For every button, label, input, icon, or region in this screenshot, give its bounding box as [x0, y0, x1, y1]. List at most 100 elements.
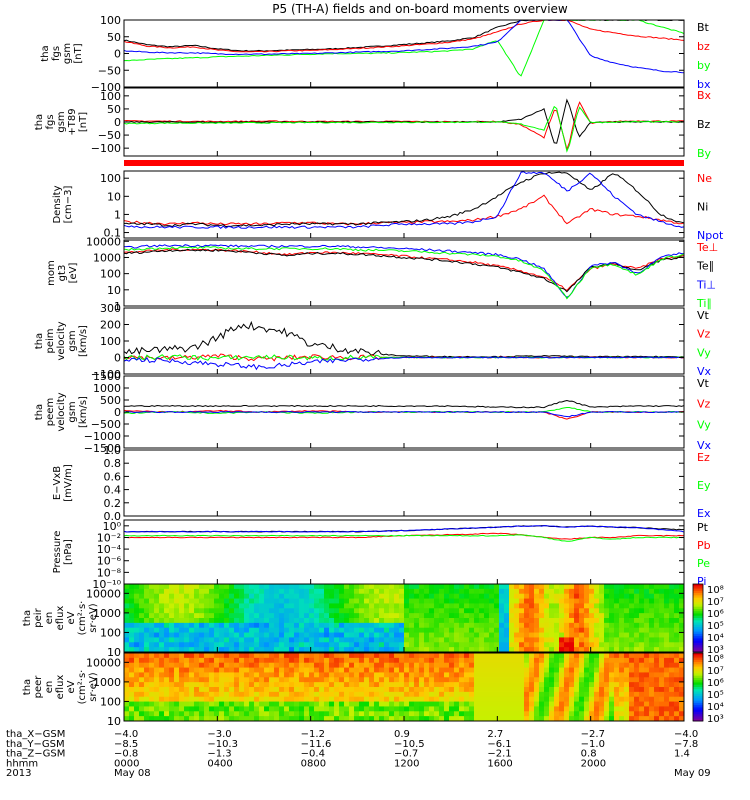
heat-cell [569, 608, 575, 614]
heat-cell [574, 696, 580, 703]
heat-cell [509, 618, 515, 624]
heat-cell [474, 608, 480, 614]
heat-cell [534, 627, 540, 634]
heat-cell [194, 584, 200, 590]
heat-cell [379, 584, 385, 590]
heat-cell [219, 593, 225, 600]
heat-cell [414, 706, 420, 712]
legend-Vt: Vt [697, 377, 710, 390]
heat-cell [629, 613, 635, 619]
heat-cell [474, 677, 480, 683]
heat-cell [214, 662, 220, 669]
heat-cell [264, 696, 270, 703]
heat-cell [274, 584, 280, 590]
heat-cell [164, 701, 170, 708]
heat-cell [269, 603, 275, 609]
heat-cell [219, 608, 225, 614]
heat-cell [239, 687, 245, 693]
heat-cell [479, 657, 485, 664]
heat-cell [379, 677, 385, 683]
heat-cell [524, 637, 530, 643]
heat-cell [334, 647, 340, 652]
heat-cell [604, 603, 610, 609]
heat-cell [284, 627, 290, 634]
heat-cell [674, 687, 680, 693]
heat-cell [414, 593, 420, 600]
heat-cell [294, 657, 300, 664]
heat-cell [184, 618, 190, 624]
heat-cell [134, 637, 140, 643]
heat-cell [229, 588, 235, 595]
heat-cell [319, 642, 325, 648]
heat-cell [384, 701, 390, 708]
heat-cell [269, 642, 275, 648]
heat-cell [579, 701, 585, 708]
heat-cell [489, 662, 495, 669]
heat-cell [614, 677, 620, 683]
x-axis-row-label: hhmm [6, 758, 38, 769]
heat-cell [219, 716, 225, 721]
heat-cell [409, 618, 415, 624]
heat-cell [174, 627, 180, 634]
heat-cell [304, 588, 310, 595]
heat-cell [214, 584, 220, 590]
heat-cell [429, 672, 435, 678]
series-line-Bt [124, 20, 684, 52]
heat-cell [669, 653, 675, 659]
heat-cell [444, 687, 450, 693]
heat-cell [159, 667, 165, 674]
heat-cell [404, 687, 410, 693]
heat-cell [349, 682, 355, 688]
heat-cell [649, 642, 655, 648]
heat-cell [564, 647, 570, 652]
heat-cell [184, 632, 190, 639]
heat-cell [474, 716, 480, 721]
heat-cell [344, 593, 350, 600]
heat-cell [274, 657, 280, 664]
heat-cell [614, 637, 620, 643]
heat-cell [134, 653, 140, 659]
heat-cell [479, 632, 485, 639]
heat-cell [504, 627, 510, 634]
heat-cell [189, 622, 195, 629]
heat-cell [444, 701, 450, 708]
heat-cell [649, 627, 655, 634]
heat-cell [314, 588, 320, 595]
y-tick-label: 0 [114, 406, 121, 419]
heat-cell [529, 677, 535, 683]
heat-cell [194, 701, 200, 708]
heat-cell [214, 653, 220, 659]
heat-cell [609, 593, 615, 600]
heat-cell [439, 662, 445, 669]
heat-cell [239, 657, 245, 664]
heat-cell [594, 706, 600, 712]
heat-cell [294, 593, 300, 600]
heat-cell [219, 647, 225, 652]
heat-cell [649, 716, 655, 721]
heat-cell [254, 618, 260, 624]
heat-cell [244, 657, 250, 664]
heat-cell [129, 608, 135, 614]
heat-cell [179, 603, 185, 609]
heat-cell [589, 637, 595, 643]
heat-cell [619, 716, 625, 721]
heat-cell [544, 716, 550, 721]
heat-cell [584, 657, 590, 664]
heat-cell [624, 696, 630, 703]
heat-cell [174, 672, 180, 678]
heat-cell [304, 618, 310, 624]
heat-cell [344, 716, 350, 721]
heat-cell [589, 618, 595, 624]
colorbar-cell [693, 624, 703, 628]
heat-cell [574, 618, 580, 624]
heat-cell [324, 701, 330, 708]
heat-cell [554, 677, 560, 683]
heat-cell [189, 657, 195, 664]
heat-cell [554, 627, 560, 634]
heat-cell [464, 682, 470, 688]
heat-cell [294, 647, 300, 652]
heat-cell [454, 584, 460, 590]
heat-cell [154, 653, 160, 659]
heat-cell [534, 622, 540, 629]
heat-cell [514, 706, 520, 712]
